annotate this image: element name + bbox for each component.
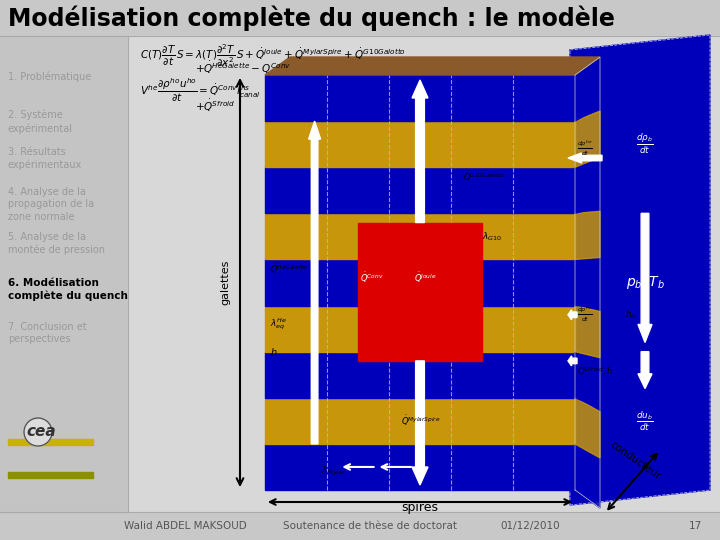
Text: $\lambda_{Mylar}$: $\lambda_{Mylar}$ <box>321 465 346 478</box>
Polygon shape <box>575 61 600 121</box>
Text: 3. Résultats
expérimentaux: 3. Résultats expérimentaux <box>8 147 82 170</box>
Text: spires: spires <box>402 502 438 515</box>
Text: Soutenance de thèse de doctorat: Soutenance de thèse de doctorat <box>283 521 457 531</box>
Bar <box>265 167 575 213</box>
Polygon shape <box>575 111 600 167</box>
Text: $\lambda_{G10}$: $\lambda_{G10}$ <box>482 230 503 242</box>
Polygon shape <box>568 356 577 366</box>
Text: $+ \dot{Q}^{Sfroid}$: $+ \dot{Q}^{Sfroid}$ <box>195 98 235 114</box>
Polygon shape <box>412 80 428 222</box>
Bar <box>0 36 128 512</box>
Text: $\dot{Q}^{MylarSpire}$: $\dot{Q}^{MylarSpire}$ <box>402 414 441 428</box>
Polygon shape <box>638 213 652 342</box>
Bar <box>265 306 575 352</box>
Bar <box>265 213 575 259</box>
Circle shape <box>24 418 52 446</box>
Text: $h$: $h$ <box>270 346 277 357</box>
Text: $\frac{d\rho_b}{dt}$: $\frac{d\rho_b}{dt}$ <box>636 132 654 156</box>
Text: $\frac{du_b}{dt}$: $\frac{du_b}{dt}$ <box>636 409 654 433</box>
Text: 2. Système
expérimental: 2. Système expérimental <box>8 110 73 133</box>
Text: cea: cea <box>26 424 55 440</box>
Bar <box>358 222 482 361</box>
Polygon shape <box>570 35 710 505</box>
Polygon shape <box>638 352 652 389</box>
Bar <box>265 398 575 444</box>
Text: 6. Modélisation
complète du quench: 6. Modélisation complète du quench <box>8 278 128 301</box>
Text: 17: 17 <box>688 521 701 531</box>
Polygon shape <box>412 361 428 485</box>
Text: Modélisation complète du quench : le modèle: Modélisation complète du quench : le mod… <box>8 5 615 31</box>
Text: $V^{he}\dfrac{\partial \rho^{ho}u^{ho}}{\partial t} = \dot{Q}^{Conv}l^{hs}_{cana: $V^{he}\dfrac{\partial \rho^{ho}u^{ho}}{… <box>140 77 261 104</box>
Text: conducteur: conducteur <box>608 440 662 482</box>
Text: galettes: galettes <box>220 260 230 305</box>
Polygon shape <box>575 352 600 408</box>
Bar <box>265 121 575 167</box>
Text: $h_{tr}$: $h_{tr}$ <box>625 308 638 321</box>
Text: $p_b, T_b$: $p_b, T_b$ <box>626 274 665 291</box>
Text: 5. Analyse de la
montée de pression: 5. Analyse de la montée de pression <box>8 232 105 255</box>
Polygon shape <box>575 161 600 213</box>
Polygon shape <box>568 310 577 320</box>
Text: Walid ABDEL MAKSOUD: Walid ABDEL MAKSOUD <box>124 521 246 531</box>
Polygon shape <box>265 57 600 75</box>
Text: $\dot{Q}^{G10Galette}$: $\dot{Q}^{G10Galette}$ <box>464 169 505 184</box>
Text: $\dot{Q}^{SFroid}, h$: $\dot{Q}^{SFroid}, h$ <box>577 363 613 377</box>
Polygon shape <box>575 398 600 458</box>
Polygon shape <box>575 211 600 259</box>
Text: $\dot{Q}^{Joule}$: $\dot{Q}^{Joule}$ <box>414 271 436 285</box>
Polygon shape <box>568 153 602 163</box>
Bar <box>265 444 575 490</box>
Text: 4. Analyse de la
propagation de la
zone normale: 4. Analyse de la propagation de la zone … <box>8 187 94 222</box>
Polygon shape <box>309 121 320 444</box>
Polygon shape <box>575 306 600 357</box>
Text: $\frac{d\rho^{he}}{dt}$: $\frac{d\rho^{he}}{dt}$ <box>577 139 593 158</box>
Text: $\frac{d\rho^{he}}{dt}$: $\frac{d\rho^{he}}{dt}$ <box>577 305 593 325</box>
Bar <box>128 36 720 512</box>
Polygon shape <box>575 444 600 508</box>
Text: 7. Conclusion et
perspectives: 7. Conclusion et perspectives <box>8 322 86 345</box>
Bar <box>265 259 575 306</box>
Text: $C(T)\dfrac{\partial T}{\partial t}\,S = \lambda(T)\dfrac{\partial^2 T}{\partial: $C(T)\dfrac{\partial T}{\partial t}\,S =… <box>140 42 406 69</box>
Text: 1. Problématique: 1. Problématique <box>8 72 91 83</box>
Bar <box>265 75 575 121</box>
Text: $\dot{Q}^{Conv}$: $\dot{Q}^{Conv}$ <box>360 271 384 285</box>
Text: 01/12/2010: 01/12/2010 <box>500 521 560 531</box>
Bar <box>265 352 575 398</box>
Text: $\lambda_{eq}^{He}$: $\lambda_{eq}^{He}$ <box>270 316 287 332</box>
Bar <box>0 0 720 35</box>
Bar <box>8 472 93 478</box>
Polygon shape <box>575 259 600 308</box>
Text: $+\dot{Q}^{HeGalette} - Q^{Conv}$: $+\dot{Q}^{HeGalette} - Q^{Conv}$ <box>195 60 291 76</box>
Bar <box>8 439 93 445</box>
Text: $\dot{Q}^{HeGalette}$: $\dot{Q}^{HeGalette}$ <box>270 261 308 276</box>
